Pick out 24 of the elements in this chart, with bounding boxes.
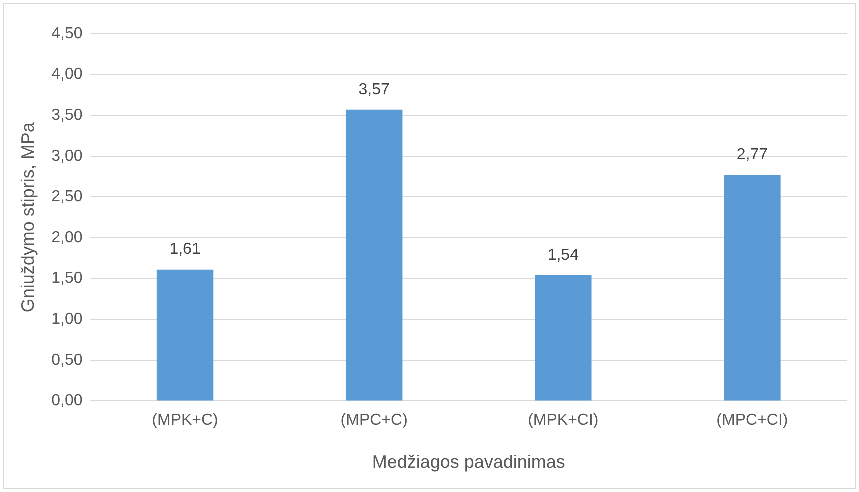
y-tick-label: 2,50 [52,188,83,206]
y-tick-label: 4,00 [52,66,83,84]
x-tick-label: (MPC+CI) [716,412,788,430]
y-tick-label: 3,00 [52,148,83,165]
data-label: 1,61 [170,241,201,258]
bar [156,270,214,401]
x-tick-label: (MPK+CI) [528,412,599,430]
y-tick-label: 0,50 [52,352,83,369]
bar [724,175,781,401]
y-tick-label: 2,00 [52,229,83,246]
y-tick-label: 3,50 [52,107,83,124]
y-tick-label: 1,50 [52,270,83,288]
y-axis-title: Gniuždymo stipris, MPa [18,122,38,313]
data-label: 3,57 [358,81,390,98]
data-label: 2,77 [736,146,768,164]
y-tick-label: 0,00 [52,392,83,410]
data-label: 1,54 [548,246,580,264]
y-tick-label: 1,00 [52,311,83,328]
bar [346,110,403,401]
bar [535,276,592,401]
x-tick-label: (MPC+C) [340,412,408,430]
x-tick-label: (MPK+C) [152,412,218,430]
y-tick-label: 4,50 [52,25,83,42]
x-axis-title: Medžiagos pavadinimas [372,452,566,472]
